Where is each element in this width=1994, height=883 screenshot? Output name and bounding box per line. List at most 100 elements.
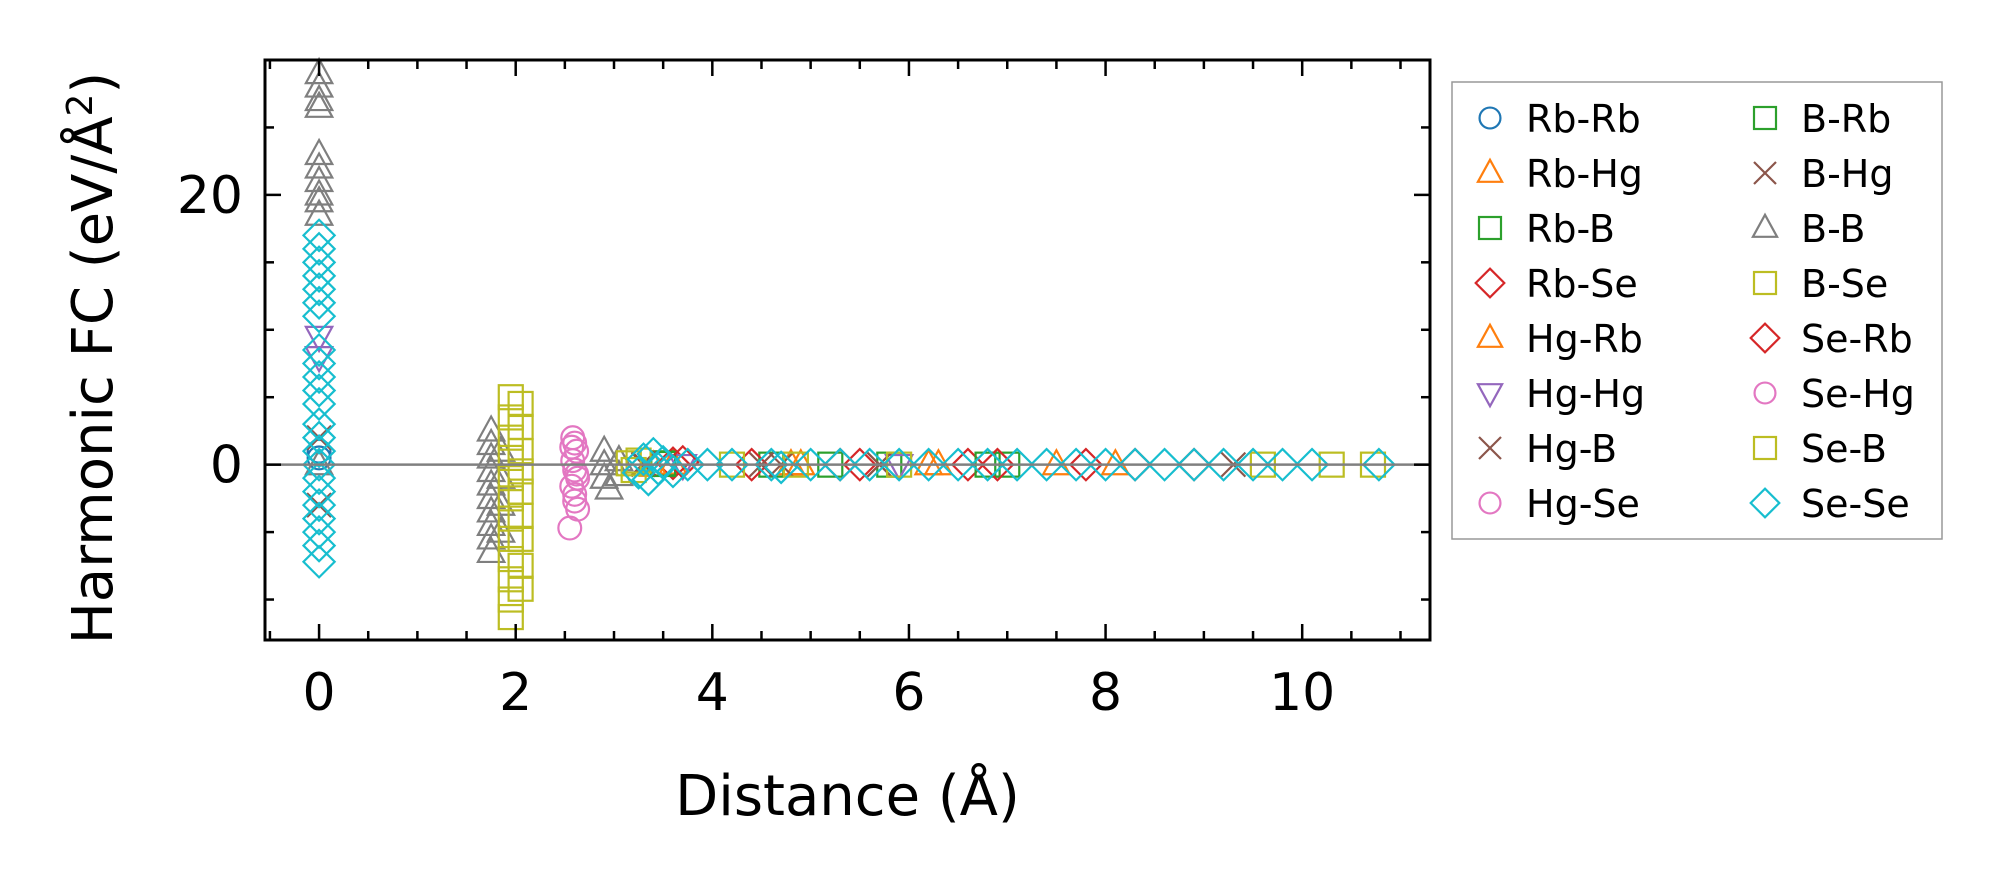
point-b-se-20 (507, 575, 534, 602)
point-b-se-5 (497, 485, 524, 512)
legend-marker-se-b (1752, 435, 1778, 461)
x-axis-title: Distance (Å) (675, 763, 1020, 829)
point-se-se-11 (301, 386, 337, 422)
legend-marker-se-hg (1753, 381, 1777, 405)
axis-ticks (265, 58, 1430, 640)
legend-item-rb-se: Rb-Se (1474, 262, 1638, 306)
point-se-se-7 (301, 332, 337, 368)
point-b-b-2 (304, 83, 335, 112)
point-se-se-5 (301, 285, 337, 320)
legend-item-b-hg: B-Hg (1753, 152, 1893, 196)
legend-item-rb-rb: Rb-Rb (1478, 97, 1641, 141)
legend-item-se-rb: Se-Rb (1749, 317, 1913, 361)
x-tick-label: 10 (1269, 663, 1335, 723)
legend-label-b-rb: B-Rb (1801, 97, 1891, 141)
legend-marker-b-b (1751, 212, 1779, 238)
plot-frame (263, 58, 1432, 642)
point-se-se-53 (1361, 447, 1397, 482)
legend-label-b-se: B-Se (1801, 262, 1888, 306)
legend-marker-rb-rb (1478, 106, 1502, 130)
y-tick-label: 20 (177, 166, 243, 226)
point-hg-se-9 (557, 515, 583, 541)
point-se-se-44 (1058, 447, 1094, 482)
legend-label-se-b: Se-B (1801, 427, 1887, 471)
legend-label-hg-se: Hg-Se (1526, 482, 1640, 526)
legend-label-se-hg: Se-Hg (1801, 372, 1915, 416)
point-b-se-3 (497, 444, 524, 472)
point-se-se-16 (301, 460, 337, 496)
legend-marker-b-rb (1752, 105, 1778, 131)
point-b-b-25 (589, 434, 620, 462)
x-tick-label: 4 (696, 663, 729, 723)
point-se-se-46 (1117, 447, 1153, 482)
point-se-se-15 (301, 447, 337, 482)
x-tick-label: 2 (499, 663, 532, 723)
point-se-se-0 (301, 218, 337, 253)
point-b-se-8 (497, 545, 524, 573)
point-se-se-50 (1235, 447, 1271, 482)
point-se-se-49 (1206, 447, 1241, 482)
point-hg-hg-0 (304, 325, 335, 354)
point-rb-rb-0 (306, 445, 332, 471)
point-b-se-18 (507, 525, 534, 552)
point-se-se-40 (940, 447, 976, 482)
legend-label-b-b: B-B (1801, 207, 1866, 251)
legend-item-b-b: B-B (1751, 207, 1866, 251)
legend-label-b-hg: B-Hg (1801, 152, 1893, 196)
point-hg-hg-3 (884, 453, 915, 482)
legend-item-se-hg: Se-Hg (1753, 372, 1915, 416)
point-b-b-3 (304, 90, 335, 118)
legend-marker-rb-b (1477, 215, 1503, 241)
legend-marker-hg-se (1478, 491, 1502, 515)
tick-labels: 0 2 4 6 8 10 0 20 (177, 166, 1335, 723)
legend-item-rb-hg: Rb-Hg (1476, 152, 1643, 196)
point-b-se-12 (507, 390, 534, 418)
point-b-b-4 (304, 137, 335, 166)
point-b-b-0 (304, 56, 335, 85)
y-axis-title: Harmonic FC (eV/Å2) (60, 72, 127, 645)
legend-marker-se-rb (1749, 322, 1781, 354)
point-se-se-17 (301, 474, 337, 509)
point-se-se-37 (852, 447, 887, 482)
point-b-se-2 (497, 424, 524, 451)
legend: Rb-Rb Rb-Hg Rb-B Rb-Se Hg-Rb Hg-Hg Hg-B Hg-Se B-… (1451, 81, 1943, 540)
legend-item-hg-b: Hg-B (1478, 427, 1617, 471)
legend-marker-b-se (1752, 270, 1778, 296)
legend-item-b-se: B-Se (1752, 262, 1888, 306)
point-se-se-4 (301, 272, 337, 307)
point-se-se-48 (1176, 447, 1212, 482)
point-se-hg-1 (564, 461, 590, 487)
point-se-se-12 (301, 407, 337, 442)
legend-marker-hg-rb (1476, 322, 1504, 348)
y-axis-title-superscript: 2 (60, 94, 101, 117)
point-se-se-35 (793, 447, 828, 482)
legend-label-hg-rb: Hg-Rb (1526, 317, 1643, 361)
legend-label-se-rb: Se-Rb (1801, 317, 1913, 361)
point-se-se-38 (881, 447, 917, 482)
point-b-se-19 (507, 552, 534, 579)
legend-label-se-se: Se-Se (1801, 482, 1910, 526)
point-se-se-31 (690, 447, 725, 482)
plot-markers (301, 56, 1397, 631)
legend-marker-hg-b (1478, 436, 1502, 460)
legend-label-rb-rb: Rb-Rb (1526, 97, 1641, 141)
y-tick-label: 0 (210, 436, 243, 496)
y-axis-title-main: Harmonic FC (eV/Å (60, 116, 126, 644)
point-b-se-11 (497, 603, 524, 631)
point-se-se-8 (301, 346, 337, 381)
point-b-b-6 (304, 164, 335, 193)
point-se-se-29 (655, 454, 691, 489)
point-se-se-22 (301, 544, 337, 579)
point-se-se-3 (301, 258, 337, 293)
point-b-b-1 (304, 70, 335, 98)
legend-marker-hg-hg (1476, 383, 1504, 409)
point-se-hg-0 (559, 434, 585, 460)
legend-item-hg-se: Hg-Se (1478, 482, 1640, 526)
legend-marker-se-se (1749, 487, 1781, 519)
point-se-se-23 (621, 455, 656, 490)
legend-label-rb-se: Rb-Se (1526, 262, 1638, 306)
point-se-hg-2 (562, 488, 588, 514)
point-b-se-0 (497, 384, 524, 411)
legend-item-se-se: Se-Se (1749, 482, 1910, 526)
